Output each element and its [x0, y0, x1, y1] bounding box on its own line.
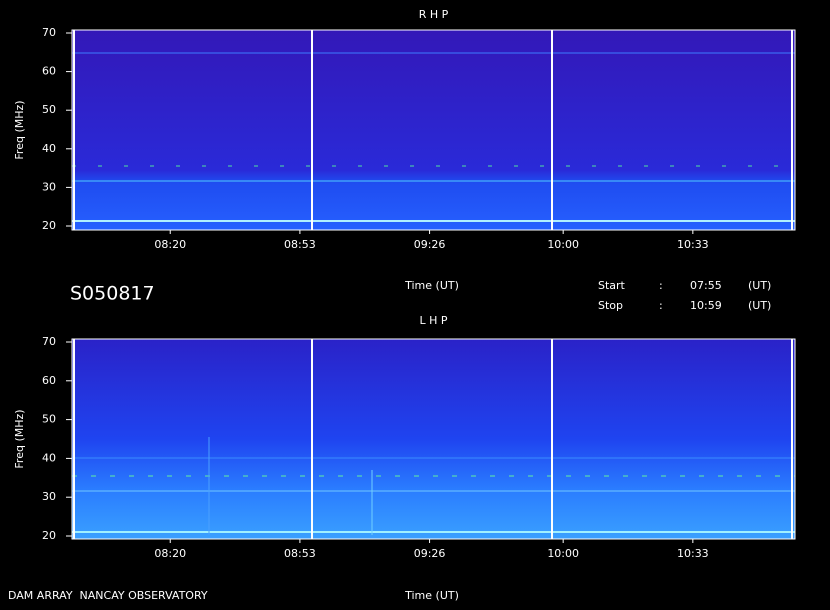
- chart-title: L H P: [419, 314, 447, 327]
- x-tick-label: 08:20: [154, 238, 186, 251]
- x-tick-label: 08:20: [154, 547, 186, 560]
- chart-title: R H P: [419, 8, 449, 21]
- start-label: Start: [598, 279, 626, 292]
- y-tick-label: 40: [42, 142, 56, 155]
- stop-time: 10:59: [690, 299, 722, 312]
- start-time: 07:55: [690, 279, 722, 292]
- start-sep: :: [659, 279, 663, 292]
- spectrogram-image: [72, 339, 795, 539]
- panel-separators: [73, 30, 793, 539]
- x-tick-label: 10:00: [547, 547, 579, 560]
- x-axis-label: Time (UT): [404, 279, 459, 292]
- x-tick-label: 10:00: [547, 238, 579, 251]
- plot-frame: [71, 29, 796, 231]
- spectrogram-image: [72, 30, 795, 230]
- stop-unit: (UT): [748, 299, 771, 312]
- plot-frame: [71, 338, 796, 540]
- y-tick-label: 20: [42, 529, 56, 542]
- start-unit: (UT): [748, 279, 771, 292]
- spectrogram-features: [72, 52, 795, 535]
- observation-id: S050817: [70, 283, 155, 305]
- y-tick-label: 30: [42, 490, 56, 503]
- x-tick-label: 09:26: [414, 547, 446, 560]
- x-tick-label: 08:53: [284, 238, 316, 251]
- y-axis-label: Freq (MHz): [13, 100, 26, 159]
- y-tick-label: 30: [42, 180, 56, 193]
- y-tick-label: 70: [42, 26, 56, 39]
- y-tick-label: 20: [42, 219, 56, 232]
- y-tick-label: 70: [42, 335, 56, 348]
- y-axis-label: Freq (MHz): [13, 409, 26, 468]
- y-tick-label: 60: [42, 374, 56, 387]
- x-tick-label: 10:33: [677, 238, 709, 251]
- x-axis-label: Time (UT): [404, 589, 459, 602]
- x-tick-label: 10:33: [677, 547, 709, 560]
- y-tick-label: 40: [42, 451, 56, 464]
- x-tick-label: 09:26: [414, 238, 446, 251]
- y-tick-label: 60: [42, 65, 56, 78]
- x-tick-label: 08:53: [284, 547, 316, 560]
- y-tick-label: 50: [42, 413, 56, 426]
- stop-label: Stop: [598, 299, 623, 312]
- y-tick-label: 50: [42, 103, 56, 116]
- footer: DAM ARRAY NANCAY OBSERVATORY: [8, 589, 208, 602]
- stop-sep: :: [659, 299, 663, 312]
